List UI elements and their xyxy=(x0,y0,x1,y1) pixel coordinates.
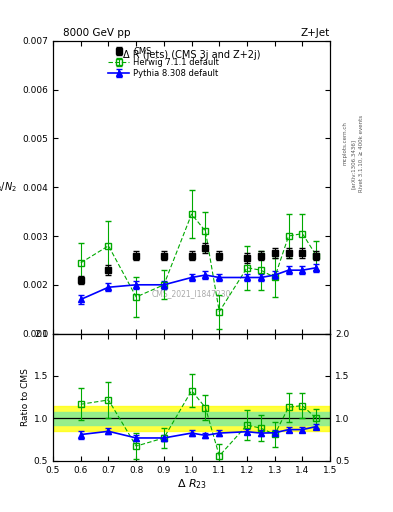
Text: [arXiv:1306.3436]: [arXiv:1306.3436] xyxy=(351,139,356,189)
Text: 8000 GeV pp: 8000 GeV pp xyxy=(63,28,130,38)
Legend: CMS, Herwig 7.1.1 default, Pythia 8.308 default: CMS, Herwig 7.1.1 default, Pythia 8.308 … xyxy=(107,45,220,80)
Text: Rivet 3.1.10, ≥ 400k events: Rivet 3.1.10, ≥ 400k events xyxy=(359,115,364,192)
Y-axis label: $N_3/N_2$: $N_3/N_2$ xyxy=(0,180,17,194)
Bar xyxy=(53,412,330,425)
Bar xyxy=(53,406,330,431)
Text: Z+Jet: Z+Jet xyxy=(301,28,330,38)
Y-axis label: Ratio to CMS: Ratio to CMS xyxy=(21,368,29,426)
Text: Δ R (jets) (CMS 3j and Z+2j): Δ R (jets) (CMS 3j and Z+2j) xyxy=(123,50,260,60)
X-axis label: $\Delta\ R_{23}$: $\Delta\ R_{23}$ xyxy=(176,477,207,491)
Text: CMS_2021_I1847230: CMS_2021_I1847230 xyxy=(152,289,231,298)
Text: mcplots.cern.ch: mcplots.cern.ch xyxy=(343,121,347,165)
